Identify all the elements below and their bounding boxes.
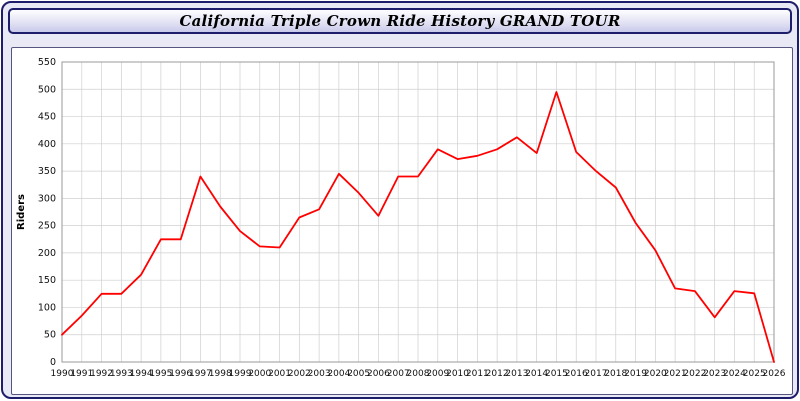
svg-text:500: 500 xyxy=(38,84,56,95)
svg-text:150: 150 xyxy=(38,275,56,286)
svg-text:2010: 2010 xyxy=(446,369,469,379)
svg-text:2013: 2013 xyxy=(505,369,528,379)
svg-text:300: 300 xyxy=(38,193,56,204)
chart-header-bar: California Triple Crown Ride History GRA… xyxy=(8,8,792,34)
riders-line-chart: 0501001502002503003504004505005501990199… xyxy=(16,57,786,379)
svg-text:1992: 1992 xyxy=(90,369,113,379)
svg-text:2024: 2024 xyxy=(723,369,746,379)
svg-text:2023: 2023 xyxy=(703,369,726,379)
svg-text:2020: 2020 xyxy=(644,369,667,379)
svg-text:1996: 1996 xyxy=(169,369,192,379)
svg-text:50: 50 xyxy=(44,330,56,341)
svg-text:2007: 2007 xyxy=(387,369,410,379)
svg-text:2003: 2003 xyxy=(308,369,331,379)
svg-text:1995: 1995 xyxy=(149,369,172,379)
svg-text:2011: 2011 xyxy=(466,369,489,379)
svg-text:400: 400 xyxy=(38,139,56,150)
svg-text:2018: 2018 xyxy=(604,369,627,379)
svg-text:1990: 1990 xyxy=(51,369,74,379)
svg-text:2026: 2026 xyxy=(763,369,786,379)
svg-text:2019: 2019 xyxy=(624,369,647,379)
svg-text:350: 350 xyxy=(38,166,56,177)
svg-text:1991: 1991 xyxy=(70,369,93,379)
svg-text:1999: 1999 xyxy=(229,369,252,379)
svg-text:1993: 1993 xyxy=(110,369,133,379)
svg-text:2000: 2000 xyxy=(248,369,271,379)
svg-text:2002: 2002 xyxy=(288,369,311,379)
svg-text:2014: 2014 xyxy=(525,369,548,379)
svg-text:200: 200 xyxy=(38,248,56,259)
svg-text:2005: 2005 xyxy=(347,369,370,379)
svg-text:2001: 2001 xyxy=(268,369,291,379)
svg-text:2017: 2017 xyxy=(585,369,608,379)
svg-text:Riders: Riders xyxy=(16,194,27,230)
svg-text:1997: 1997 xyxy=(189,369,212,379)
svg-text:2004: 2004 xyxy=(327,369,350,379)
svg-text:2008: 2008 xyxy=(407,369,430,379)
svg-text:1994: 1994 xyxy=(130,369,153,379)
svg-text:2009: 2009 xyxy=(426,369,449,379)
chart-panel: 0 50 100 150 200 250 300 350 400 450 500 550 1990 199… xyxy=(11,47,793,395)
svg-text:1998: 1998 xyxy=(209,369,232,379)
svg-text:2006: 2006 xyxy=(367,369,390,379)
svg-text:450: 450 xyxy=(38,112,56,123)
svg-text:2021: 2021 xyxy=(664,369,687,379)
svg-text:2012: 2012 xyxy=(486,369,509,379)
svg-text:550: 550 xyxy=(38,57,56,68)
svg-text:100: 100 xyxy=(38,302,56,313)
svg-text:2025: 2025 xyxy=(743,369,766,379)
svg-text:250: 250 xyxy=(38,221,56,232)
svg-text:2022: 2022 xyxy=(683,369,706,379)
svg-text:2016: 2016 xyxy=(565,369,588,379)
svg-text:2015: 2015 xyxy=(545,369,568,379)
page-title: California Triple Crown Ride History GRA… xyxy=(179,12,621,30)
svg-text:0: 0 xyxy=(50,357,56,368)
